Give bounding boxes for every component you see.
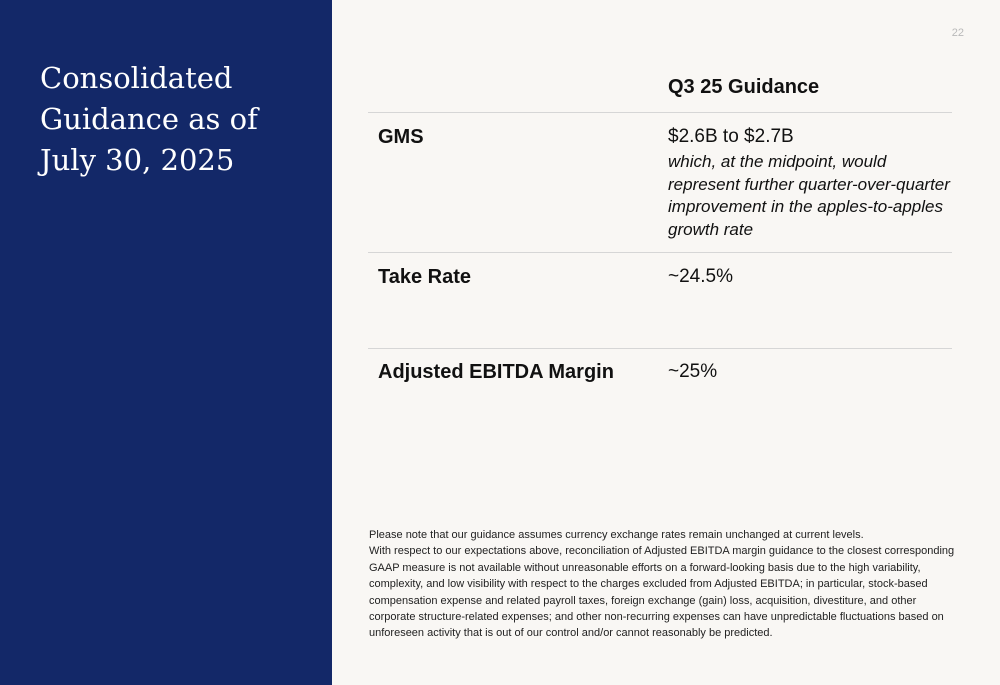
row-note-gms: which, at the midpoint, would represent … (668, 152, 950, 239)
footnote-reconciliation: With respect to our expectations above, … (369, 545, 955, 640)
row-divider (368, 112, 952, 113)
row-label-take-rate: Take Rate (378, 266, 472, 288)
row-divider (368, 348, 952, 349)
row-value-gms: $2.6B to $2.7B (668, 126, 794, 147)
page-number: 22 (951, 27, 964, 39)
sidebar-panel: Consolidated Guidance as of July 30, 202… (0, 0, 332, 685)
row-value-take-rate: ~24.5% (668, 266, 733, 287)
column-header: Q3 25 Guidance (668, 76, 820, 98)
row-divider (368, 252, 952, 253)
page-title: Consolidated Guidance as of July 30, 202… (40, 61, 258, 177)
row-label-adjusted-ebitda-margin: Adjusted EBITDA Margin (378, 361, 614, 383)
footnote-currency: Please note that our guidance assumes cu… (369, 529, 864, 541)
footnote: Please note that our guidance assumes cu… (369, 527, 964, 642)
row-label-gms: GMS (378, 126, 424, 148)
row-value-adjusted-ebitda-margin: ~25% (668, 361, 718, 382)
